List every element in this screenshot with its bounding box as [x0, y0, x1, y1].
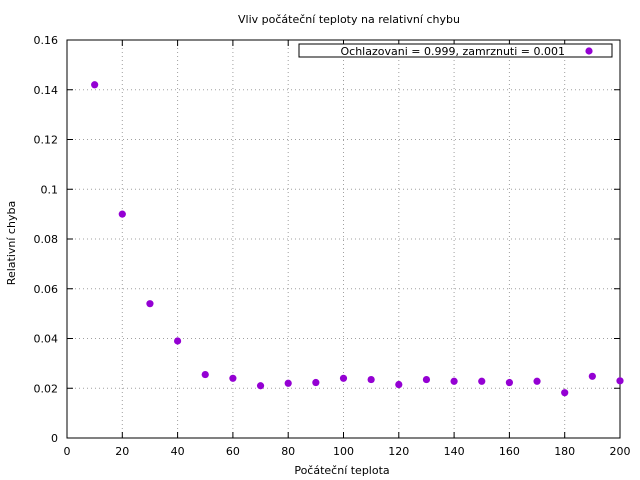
y-tick-label: 0.04: [34, 333, 59, 346]
x-tick-label: 0: [64, 445, 71, 458]
x-tick-label: 100: [333, 445, 354, 458]
legend-box: [298, 43, 613, 58]
data-point: [561, 389, 569, 397]
y-tick-label: 0.12: [34, 134, 59, 147]
y-axis-title: Relativní chyba: [5, 201, 18, 285]
y-tick-label: 0.06: [34, 283, 59, 296]
y-tick-label: 0.1: [41, 183, 59, 196]
legend-series-label: Ochlazovani = 0.999, zamrznuti = 0.001: [341, 45, 566, 58]
x-tick-label: 40: [171, 445, 185, 458]
data-point: [312, 378, 320, 387]
data-point: [174, 337, 182, 345]
x-axis-title: Počáteční teplota: [294, 464, 389, 477]
y-tick-label: 0.02: [34, 382, 59, 395]
data-point: [422, 375, 431, 384]
x-tick-label: 60: [226, 445, 240, 458]
legend: Ochlazovani = 0.999, zamrznuti = 0.001: [298, 43, 613, 58]
x-tick-label: 200: [610, 445, 631, 458]
data-point: [505, 378, 513, 387]
x-tick-label: 80: [281, 445, 295, 458]
data-point: [450, 377, 458, 385]
chart-title: Vliv počáteční teploty na relativní chyb…: [238, 13, 460, 26]
data-point: [339, 374, 348, 382]
x-tick-label: 20: [115, 445, 129, 458]
y-tick-label: 0.14: [34, 84, 59, 97]
data-point: [478, 377, 486, 385]
data-point: [229, 374, 237, 382]
y-tick-label: 0.16: [34, 34, 59, 47]
axes: 0 20 40 60 80 100 120 140 160 180 200 0 0.02 0.04 0.06…: [34, 34, 631, 458]
data-point: [395, 380, 403, 389]
x-tick-label: 180: [554, 445, 575, 458]
y-tick-label: 0.08: [34, 233, 59, 246]
data-point: [533, 377, 541, 385]
data-point: [616, 377, 624, 385]
data-point: [284, 379, 292, 387]
x-tick-label: 160: [499, 445, 520, 458]
data-point: [146, 300, 154, 308]
data-points: [91, 81, 624, 397]
x-tick-label: 140: [444, 445, 465, 458]
data-point: [588, 372, 596, 380]
legend-series-marker: [585, 47, 593, 55]
data-point: [367, 375, 375, 384]
data-point: [256, 382, 265, 390]
x-tick-label: 120: [388, 445, 409, 458]
data-point: [118, 210, 126, 218]
y-tick-label: 0: [51, 432, 58, 445]
grid: [67, 40, 620, 438]
data-point: [201, 370, 209, 379]
data-point: [91, 81, 99, 89]
plot-frame: [66, 39, 621, 439]
